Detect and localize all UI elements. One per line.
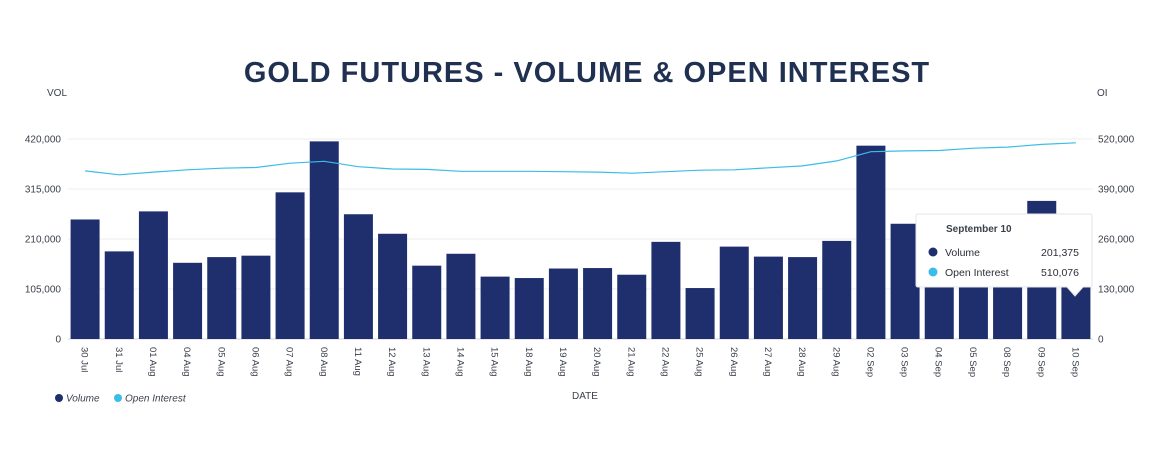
volume-bar[interactable] — [343, 214, 373, 339]
x-tick-label: 04 Sep — [933, 347, 944, 377]
volume-bar[interactable] — [309, 141, 339, 339]
x-tick-label: 04 Aug — [181, 347, 192, 377]
tooltip-title: September 10 — [946, 224, 1012, 235]
x-tick-label: 31 Jul — [113, 347, 124, 372]
volume-bar[interactable] — [651, 241, 681, 339]
y-left-tick-label: 315,000 — [25, 185, 62, 196]
x-axis-title: DATE — [572, 391, 598, 402]
y-left-tick-label: 210,000 — [25, 235, 62, 246]
volume-bar[interactable] — [70, 219, 100, 339]
volume-bar[interactable] — [104, 251, 134, 339]
x-tick-label: 10 Sep — [1069, 347, 1080, 377]
legend-volume-swatch — [55, 394, 63, 402]
x-tick-label: 01 Aug — [147, 347, 158, 377]
x-tick-label: 14 Aug — [454, 347, 465, 377]
volume-bar[interactable] — [378, 233, 408, 339]
y-left-tick-label: 105,000 — [25, 285, 62, 296]
x-tick-label: 21 Aug — [625, 347, 636, 377]
x-tick-label: 05 Sep — [967, 347, 978, 377]
volume-bar[interactable] — [617, 274, 647, 339]
x-tick-label: 07 Aug — [284, 347, 295, 377]
volume-bar[interactable] — [207, 257, 237, 339]
y-right-tick-label: 390,000 — [1098, 185, 1135, 196]
x-tick-label: 22 Aug — [659, 347, 670, 377]
legend-volume-label: Volume — [66, 394, 100, 405]
x-tick-label: 11 Aug — [352, 347, 363, 376]
volume-bar[interactable] — [138, 211, 168, 339]
volume-bar[interactable] — [788, 257, 818, 339]
tooltip: September 10 Volume 201,375 Open Interes… — [915, 213, 1093, 297]
tooltip-open-interest-value: 510,076 — [1041, 267, 1079, 279]
volume-bar[interactable] — [412, 265, 442, 339]
y-axis-left-title: VOL — [47, 88, 67, 99]
y-right-tick-label: 0 — [1098, 335, 1104, 346]
volume-bar[interactable] — [753, 256, 783, 339]
x-tick-label: 03 Sep — [899, 347, 910, 377]
x-tick-label: 20 Aug — [591, 347, 602, 377]
legend-open-interest-label: Open Interest — [125, 394, 187, 405]
y-left-tick-label: 0 — [55, 335, 61, 346]
x-tick-label: 18 Aug — [523, 347, 534, 377]
volume-bar[interactable] — [480, 276, 510, 339]
x-tick-label: 13 Aug — [420, 347, 431, 377]
volume-bar[interactable] — [822, 240, 852, 339]
open-interest-line-group — [85, 142, 1076, 176]
x-tick-label: 08 Sep — [1001, 347, 1012, 377]
tooltip-volume-label: Volume — [945, 247, 980, 259]
x-tick-label: 09 Sep — [1035, 347, 1046, 377]
y-right-tick-label: 520,000 — [1098, 135, 1135, 146]
x-tick-label: 05 Aug — [215, 347, 226, 377]
legend-item-volume[interactable]: Volume — [55, 394, 100, 405]
x-tick-label: 15 Aug — [489, 347, 500, 377]
tooltip-box — [915, 213, 1093, 297]
tooltip-open-interest-swatch — [928, 267, 938, 277]
x-tick-label: 25 Aug — [694, 347, 705, 377]
volume-bar[interactable] — [719, 246, 749, 339]
y-left-tick-label: 420,000 — [25, 135, 62, 146]
volume-bar[interactable] — [173, 262, 203, 339]
volume-bar[interactable] — [856, 145, 886, 339]
x-tick-label: 06 Aug — [249, 347, 260, 377]
tooltip-volume-value: 201,375 — [1041, 247, 1079, 259]
x-tick-label: 12 Aug — [386, 347, 397, 377]
x-tick-label: 30 Jul — [79, 347, 90, 372]
y-axis-right-ticks: 0 130,000 260,000 390,000 520,000 — [1098, 135, 1135, 346]
volume-bar[interactable] — [685, 288, 715, 339]
x-axis-ticks: 30 Jul 31 Jul 01 Aug 04 Aug 05 Aug 06 Aug 07 A… — [79, 347, 1081, 377]
volume-bar[interactable] — [548, 268, 578, 339]
x-tick-label: 26 Aug — [728, 347, 739, 377]
x-tick-label: 29 Aug — [830, 347, 841, 377]
x-tick-label: 27 Aug — [762, 347, 773, 377]
legend-open-interest-swatch — [114, 394, 122, 402]
y-axis-left-ticks: 0 105,000 210,000 315,000 420,000 — [25, 135, 62, 346]
y-right-tick-label: 130,000 — [1098, 285, 1135, 296]
x-tick-label: 19 Aug — [557, 347, 568, 377]
open-interest-line[interactable] — [85, 142, 1076, 176]
x-tick-label: 28 Aug — [796, 347, 807, 377]
volume-bar[interactable] — [446, 253, 476, 339]
volume-bar[interactable] — [241, 255, 271, 339]
volume-bar[interactable] — [514, 278, 544, 339]
legend-item-open-interest[interactable]: Open Interest — [114, 394, 187, 405]
volume-bar[interactable] — [583, 268, 613, 339]
chart-title: GOLD FUTURES - VOLUME & OPEN INTEREST — [244, 57, 930, 89]
volume-bar[interactable] — [890, 223, 920, 339]
x-tick-label: 02 Sep — [864, 347, 875, 377]
y-axis-right-title: OI — [1097, 88, 1108, 99]
volume-bars — [70, 141, 1091, 339]
volume-bar[interactable] — [275, 192, 305, 339]
x-tick-label: 08 Aug — [318, 347, 329, 377]
tooltip-open-interest-label: Open Interest — [945, 267, 1009, 279]
y-right-tick-label: 260,000 — [1098, 235, 1135, 246]
tooltip-volume-swatch — [928, 247, 938, 257]
grid-layer — [68, 138, 1093, 340]
legend: Volume Open Interest — [55, 394, 187, 405]
